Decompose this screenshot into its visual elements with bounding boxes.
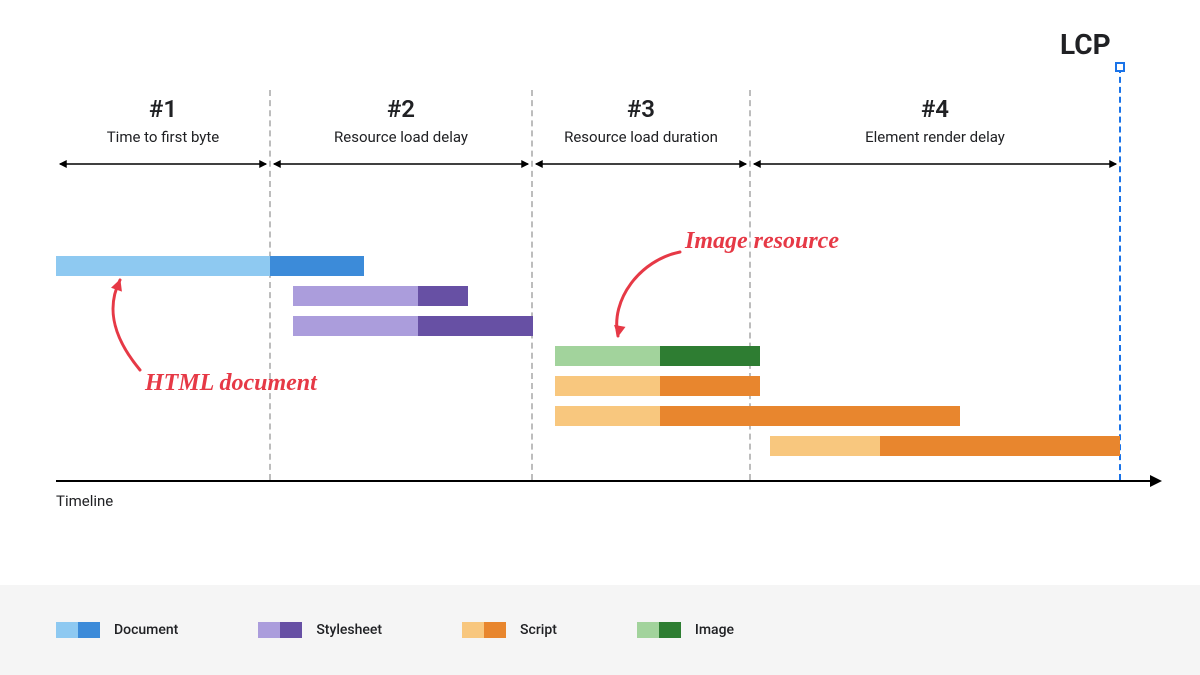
timeline-label: Timeline (56, 492, 113, 510)
phase-divider (269, 90, 271, 480)
lcp-marker (1115, 62, 1125, 72)
phase-label: #3 Resource load duration (564, 95, 718, 146)
timeline-axis (56, 480, 1150, 482)
css-1-light (293, 286, 418, 306)
script-1-dark (660, 376, 760, 396)
legend-swatch (637, 622, 681, 638)
legend-label: Script (520, 622, 557, 638)
phase-subtitle: Resource load delay (334, 128, 468, 146)
arrow-right-icon (1150, 475, 1162, 487)
image-bar-dark (660, 346, 760, 366)
legend-label: Stylesheet (316, 622, 382, 638)
script-1-light (555, 376, 660, 396)
lcp-vertical-line (1119, 67, 1121, 480)
css-2-dark (418, 316, 533, 336)
script-3-light (770, 436, 880, 456)
legend-swatch (258, 622, 302, 638)
legend-item: Script (462, 622, 557, 638)
script-2-dark (660, 406, 960, 426)
css-1-dark (418, 286, 468, 306)
script-2-light (555, 406, 660, 426)
diagram-canvas: LCP #1 Time to first byte #2 Resource load … (0, 0, 1200, 675)
doc-bar-light (56, 256, 270, 276)
legend-item: Image (637, 622, 734, 638)
annotation-html-document: HTML document (145, 370, 317, 397)
doc-bar-dark (270, 256, 364, 276)
phase-number: #4 (865, 95, 1005, 124)
phase-subtitle: Element render delay (865, 128, 1005, 146)
legend: Document Stylesheet Script Image (0, 585, 1200, 675)
annotation-image-resource: Image resource (685, 228, 839, 255)
legend-swatch (56, 622, 100, 638)
legend-item: Stylesheet (258, 622, 382, 638)
phase-subtitle: Resource load duration (564, 128, 718, 146)
phase-number: #1 (107, 95, 220, 124)
css-2-light (293, 316, 418, 336)
phase-number: #2 (334, 95, 468, 124)
image-bar-light (555, 346, 660, 366)
legend-label: Image (695, 622, 734, 638)
phase-divider (531, 90, 533, 480)
legend-swatch (462, 622, 506, 638)
legend-label: Document (114, 622, 178, 638)
script-3-dark (880, 436, 1120, 456)
phase-label: #2 Resource load delay (334, 95, 468, 146)
phase-subtitle: Time to first byte (107, 128, 220, 146)
phase-label: #1 Time to first byte (107, 95, 220, 146)
lcp-heading: LCP (1060, 28, 1111, 61)
phase-number: #3 (564, 95, 718, 124)
legend-item: Document (56, 622, 178, 638)
phase-label: #4 Element render delay (865, 95, 1005, 146)
